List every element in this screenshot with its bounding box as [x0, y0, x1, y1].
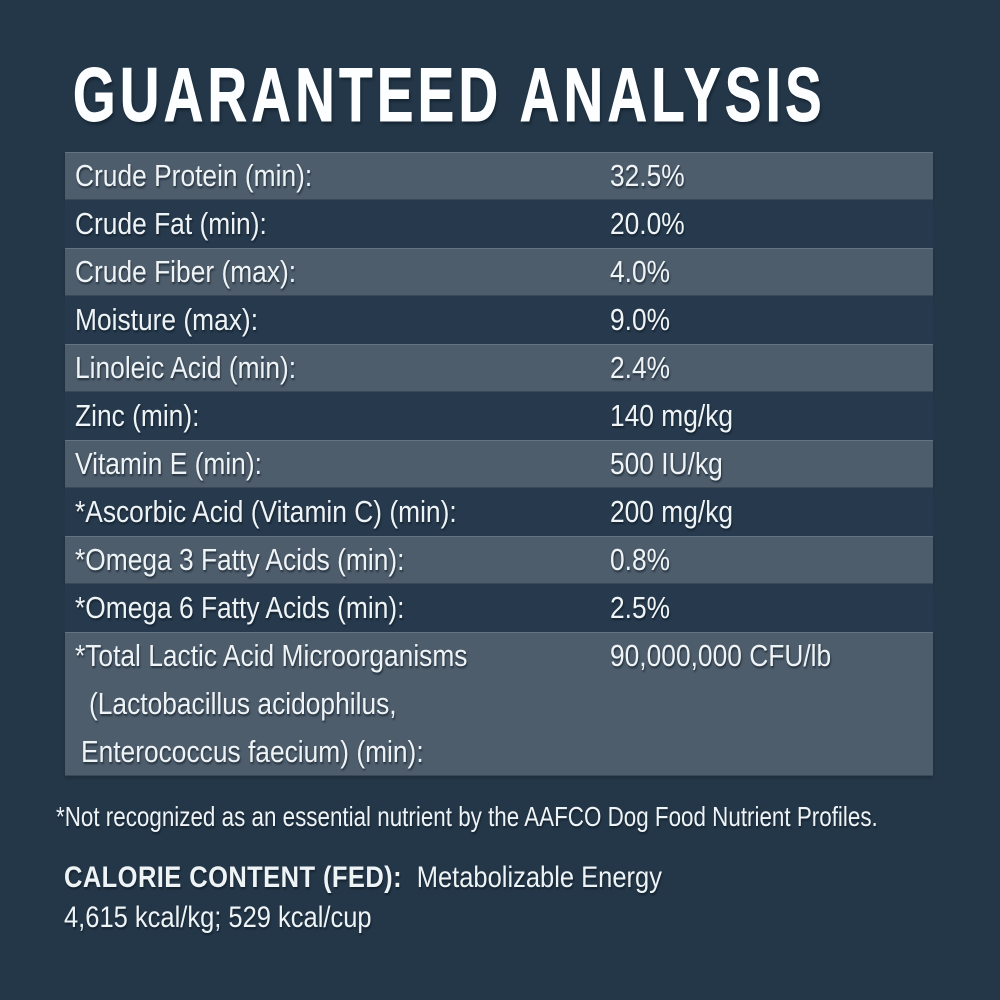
table-row: *Ascorbic Acid (Vitamin C) (min): 200 mg…: [65, 488, 933, 536]
nutrient-label: *Ascorbic Acid (Vitamin C) (min):: [75, 494, 457, 529]
nutrient-value: 20.0%: [610, 206, 685, 241]
table-row: *Omega 3 Fatty Acids (min): 0.8%: [65, 536, 933, 584]
table-row: Moisture (max): 9.0%: [65, 296, 933, 344]
nutrient-label: Crude Fat (min):: [75, 206, 267, 241]
table-row: Crude Fiber (max): 4.0%: [65, 248, 933, 296]
nutrient-label: *Omega 6 Fatty Acids (min):: [75, 590, 405, 625]
aafco-footnote: *Not recognized as an essential nutrient…: [56, 801, 878, 832]
table-row-multiline: *Total Lactic Acid Microorganisms (Lacto…: [65, 632, 933, 776]
table-row: *Omega 6 Fatty Acids (min): 2.5%: [65, 584, 933, 632]
nutrient-label: Crude Protein (min):: [75, 158, 313, 193]
nutrient-label-line: *Total Lactic Acid Microorganisms: [75, 638, 468, 673]
nutrient-label-line: Enterococcus faecium) (min):: [81, 734, 424, 769]
calorie-values: 4,615 kcal/kg; 529 kcal/cup: [64, 901, 372, 934]
nutrient-label: *Omega 3 Fatty Acids (min):: [75, 542, 405, 577]
table-row: Crude Protein (min): 32.5%: [65, 152, 933, 200]
nutrient-label: Crude Fiber (max):: [75, 254, 297, 289]
nutrient-label: Moisture (max):: [75, 302, 259, 337]
nutrient-value: 32.5%: [610, 158, 685, 193]
nutrient-label: Linoleic Acid (min):: [75, 350, 297, 385]
table-row: Crude Fat (min): 20.0%: [65, 200, 933, 248]
calorie-values-line: 4,615 kcal/kg; 529 kcal/cup: [64, 898, 662, 938]
calorie-heading-line: CALORIE CONTENT (FED): Metabolizable Ene…: [64, 858, 662, 898]
nutrient-value: 0.8%: [610, 542, 671, 577]
nutrient-value: 500 IU/kg: [610, 446, 723, 481]
nutrient-value: 2.5%: [610, 590, 671, 625]
calorie-description: Metabolizable Energy: [416, 861, 662, 894]
nutrient-label-line: (Lactobacillus acidophilus,: [89, 686, 397, 721]
nutrient-value: 9.0%: [610, 302, 671, 337]
calorie-heading: CALORIE CONTENT (FED):: [64, 861, 402, 894]
nutrient-value: 140 mg/kg: [610, 398, 734, 433]
nutrient-value: 200 mg/kg: [610, 494, 734, 529]
nutrient-value: 2.4%: [610, 350, 671, 385]
nutrient-label: Zinc (min):: [75, 398, 200, 433]
table-row: Linoleic Acid (min): 2.4%: [65, 344, 933, 392]
table-row: Zinc (min): 140 mg/kg: [65, 392, 933, 440]
table-row: Vitamin E (min): 500 IU/kg: [65, 440, 933, 488]
nutrient-label: Vitamin E (min):: [75, 446, 262, 481]
guaranteed-analysis-table: Crude Protein (min): 32.5% Crude Fat (mi…: [65, 152, 933, 776]
nutrient-value: 4.0%: [610, 254, 671, 289]
page-title: GUARANTEED ANALYSIS: [73, 53, 826, 138]
calorie-content-block: CALORIE CONTENT (FED): Metabolizable Ene…: [64, 858, 768, 938]
nutrient-value: 90,000,000 CFU/lb: [610, 638, 832, 673]
